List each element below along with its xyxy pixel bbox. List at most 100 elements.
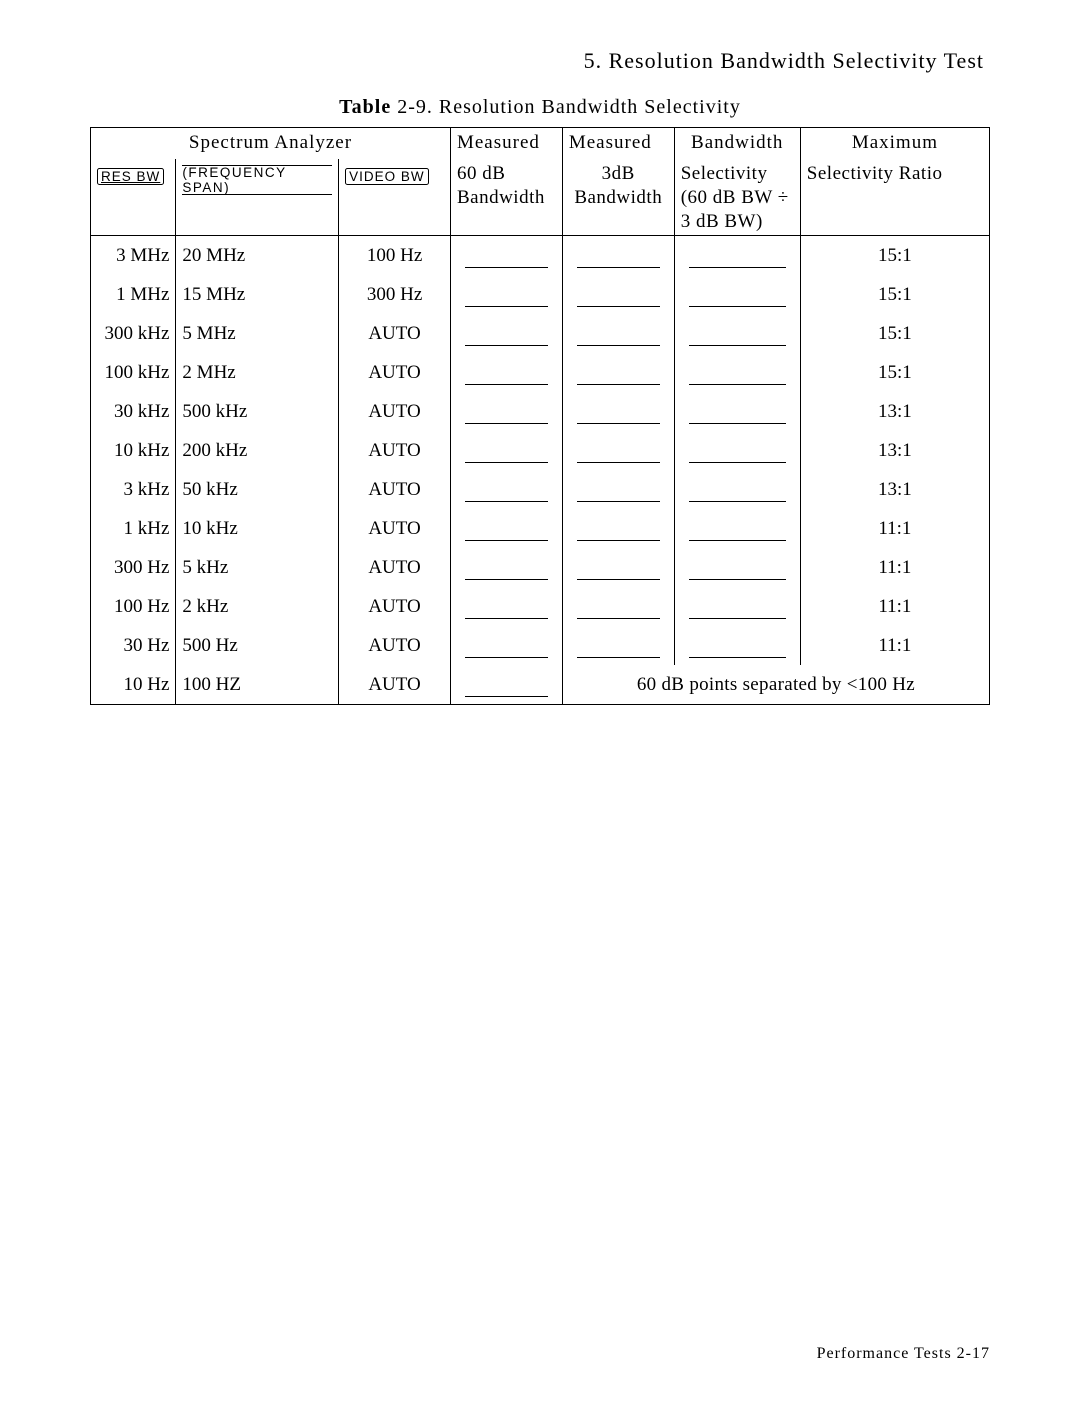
blank-line (465, 565, 548, 580)
blank-line (465, 448, 548, 463)
blank-line (689, 292, 786, 307)
cell-m3 (562, 275, 674, 314)
cell-m3 (562, 236, 674, 276)
table-caption: Table 2-9. Resolution Bandwidth Selectiv… (90, 96, 990, 119)
cell-m60 (450, 275, 562, 314)
cell-span: 5 MHz (176, 314, 339, 353)
blank-line (465, 253, 548, 268)
cell-video: AUTO (339, 587, 451, 626)
hdr-bsel: Selectivity (60 dB BW ÷ 3 dB BW) (674, 159, 800, 236)
cell-bsel (674, 314, 800, 353)
cell-m3 (562, 470, 674, 509)
cell-m3 (562, 353, 674, 392)
table-header-row-2: RES BW (FREQUENCY SPAN) VIDEO BW 60 dB B… (91, 159, 990, 236)
cell-m3 (562, 314, 674, 353)
cell-max: 15:1 (800, 314, 989, 353)
cell-res: 1 MHz (91, 275, 176, 314)
cell-m3 (562, 392, 674, 431)
cell-span: 10 kHz (176, 509, 339, 548)
cell-m60 (450, 392, 562, 431)
cell-video: AUTO (339, 431, 451, 470)
res-bw-key: RES BW (97, 168, 164, 185)
blank-line (465, 331, 548, 346)
cell-video: AUTO (339, 392, 451, 431)
hdr-m60: 60 dB Bandwidth (450, 159, 562, 236)
cell-m60 (450, 431, 562, 470)
cell-m3 (562, 431, 674, 470)
cell-m3 (562, 548, 674, 587)
cell-max: 11:1 (800, 548, 989, 587)
cell-bsel (674, 392, 800, 431)
cell-max: 13:1 (800, 431, 989, 470)
cell-bsel (674, 431, 800, 470)
cell-max: 15:1 (800, 275, 989, 314)
cell-video: AUTO (339, 665, 451, 705)
cell-bsel (674, 236, 800, 276)
freq-span-key: (FREQUENCY SPAN) (182, 165, 332, 195)
cell-res: 100 Hz (91, 587, 176, 626)
cell-res: 1 kHz (91, 509, 176, 548)
cell-res: 300 Hz (91, 548, 176, 587)
blank-line (689, 565, 786, 580)
blank-line (577, 370, 660, 385)
table-row: 3 kHz50 kHzAUTO13:1 (91, 470, 990, 509)
cell-span: 15 MHz (176, 275, 339, 314)
cell-m60 (450, 509, 562, 548)
cell-max: 15:1 (800, 353, 989, 392)
cell-bsel (674, 626, 800, 665)
cell-video: 100 Hz (339, 236, 451, 276)
video-bw-key: VIDEO BW (345, 168, 429, 185)
hdr-max: Selectivity Ratio (800, 159, 989, 236)
cell-m60 (450, 470, 562, 509)
cell-video: AUTO (339, 548, 451, 587)
cell-m60 (450, 665, 562, 705)
cell-res: 30 Hz (91, 626, 176, 665)
cell-video: 300 Hz (339, 275, 451, 314)
cell-max: 11:1 (800, 587, 989, 626)
hdr-m3-top: Measured (562, 128, 674, 160)
cell-video: AUTO (339, 509, 451, 548)
cell-m3 (562, 587, 674, 626)
cell-m60 (450, 587, 562, 626)
table-row: 30 Hz500 HzAUTO11:1 (91, 626, 990, 665)
cell-video: AUTO (339, 353, 451, 392)
table-row: 1 MHz15 MHz300 Hz 15:1 (91, 275, 990, 314)
cell-m3 (562, 509, 674, 548)
blank-line (689, 370, 786, 385)
hdr-m60-top: Measured (450, 128, 562, 160)
blank-line (465, 643, 548, 658)
cell-span: 50 kHz (176, 470, 339, 509)
cell-m3 (562, 626, 674, 665)
cell-res: 3 kHz (91, 470, 176, 509)
cell-res: 10 Hz (91, 665, 176, 705)
table-row: 300 kHz5 MHzAUTO15:1 (91, 314, 990, 353)
blank-line (577, 409, 660, 424)
cell-span: 200 kHz (176, 431, 339, 470)
blank-line (577, 526, 660, 541)
blank-line (577, 643, 660, 658)
table-row: 300 Hz5 kHzAUTO11:1 (91, 548, 990, 587)
caption-rest: 2-9. Resolution Bandwidth Selectivity (391, 96, 741, 118)
cell-max: 11:1 (800, 626, 989, 665)
cell-last-note: 60 dB points separated by <100 Hz (562, 665, 989, 705)
blank-line (465, 292, 548, 307)
cell-bsel (674, 548, 800, 587)
blank-line (577, 448, 660, 463)
cell-span: 2 MHz (176, 353, 339, 392)
section-title: 5. Resolution Bandwidth Selectivity Test (90, 48, 984, 74)
cell-m60 (450, 626, 562, 665)
cell-res: 10 kHz (91, 431, 176, 470)
cell-span: 2 kHz (176, 587, 339, 626)
blank-line (465, 604, 548, 619)
cell-m60 (450, 236, 562, 276)
blank-line (577, 331, 660, 346)
blank-line (465, 370, 548, 385)
cell-m60 (450, 314, 562, 353)
cell-span: 500 Hz (176, 626, 339, 665)
hdr-bsel-top: Bandwidth (674, 128, 800, 160)
blank-line (465, 526, 548, 541)
cell-max: 11:1 (800, 509, 989, 548)
cell-bsel (674, 275, 800, 314)
blank-line (577, 565, 660, 580)
cell-res: 100 kHz (91, 353, 176, 392)
